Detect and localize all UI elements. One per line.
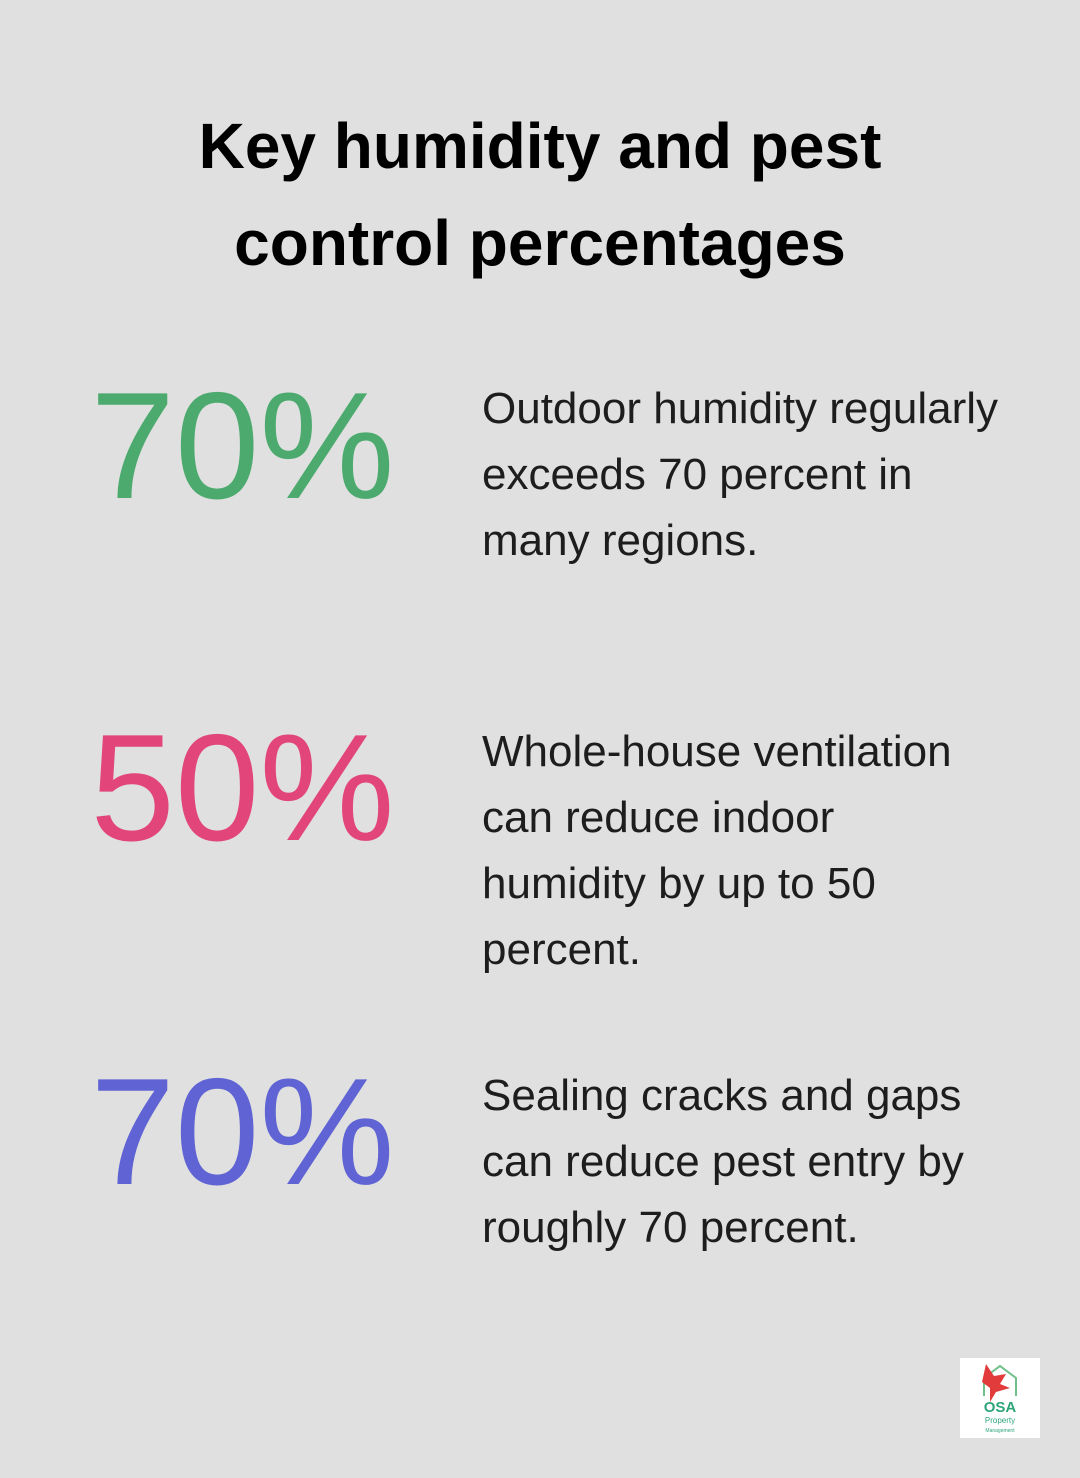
stat-value: 70% [90, 361, 395, 531]
logo-line: Property [985, 1416, 1015, 1425]
logo: OSA Property Management [960, 1358, 1040, 1438]
stat-value: 50% [90, 703, 395, 873]
logo-line: Management [985, 1428, 1015, 1434]
logo-bird [982, 1364, 1010, 1402]
logo-graphic: OSA Property Management [982, 1364, 1017, 1434]
stat-text: Sealing cracks and gaps can reduce pest … [482, 1071, 964, 1252]
title: Key humidity and pest control percentage… [198, 110, 882, 279]
logo-name: OSA [984, 1399, 1017, 1416]
stat-text: Whole-house ventilation can reduce indoo… [482, 727, 952, 974]
logo-house [983, 1364, 1017, 1396]
stat-text: Outdoor humidity regularly exceeds 70 pe… [482, 384, 999, 565]
stat-value: 70% [90, 1047, 395, 1217]
